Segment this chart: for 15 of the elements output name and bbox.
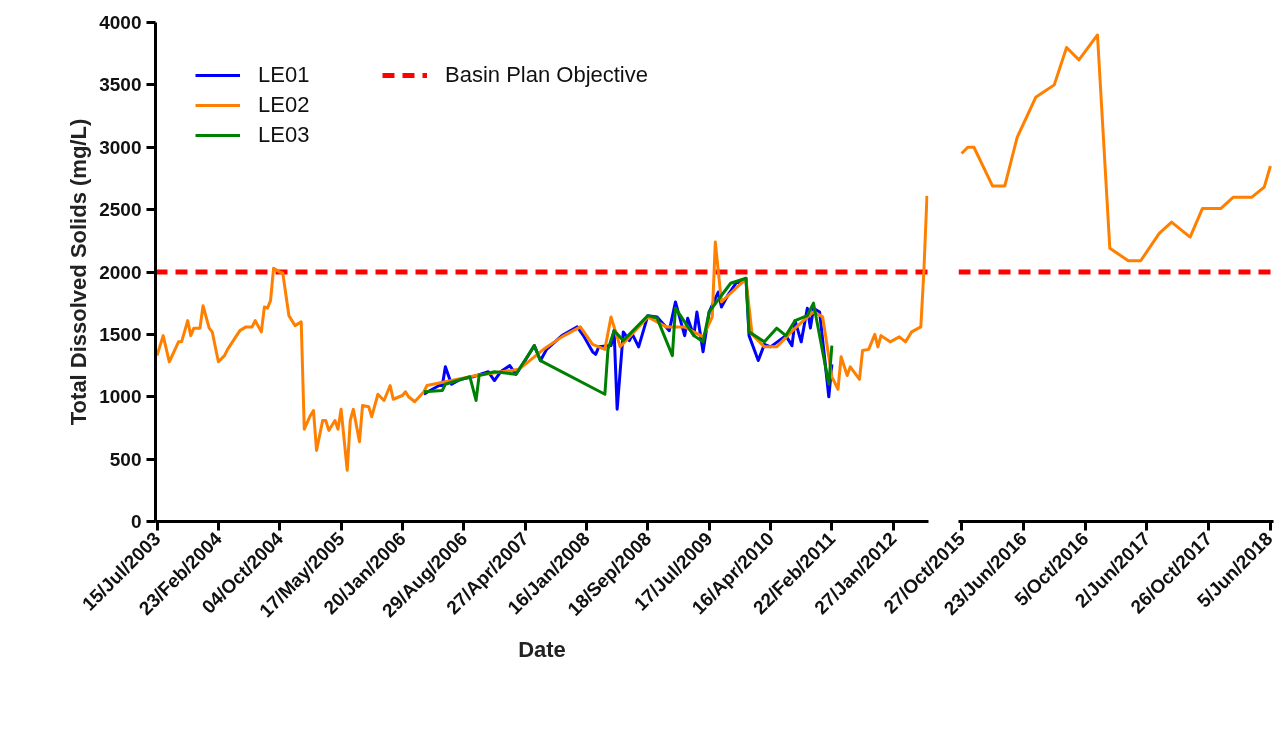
y-tick-label: 500 <box>109 448 142 470</box>
legend-label: LE02 <box>258 92 311 118</box>
y-tick-label: 1000 <box>99 386 142 408</box>
legend-label: LE03 <box>258 122 311 148</box>
y-tick-label: 3000 <box>99 136 142 158</box>
x-axis-title: Date <box>518 636 566 662</box>
y-tick-label: 1500 <box>99 323 142 345</box>
legend-label: Basin Plan Objective <box>445 62 648 88</box>
legend-label: LE01 <box>258 62 311 88</box>
y-axis-title: Total Dissolved Solids (mg/L) <box>66 118 92 426</box>
y-tick-label: 3500 <box>99 74 142 96</box>
y-tick-label: 4000 <box>99 12 142 33</box>
y-tick-label: 0 <box>130 511 142 532</box>
y-tick-label: 2000 <box>99 261 142 283</box>
y-tick-label: 2500 <box>99 199 142 221</box>
